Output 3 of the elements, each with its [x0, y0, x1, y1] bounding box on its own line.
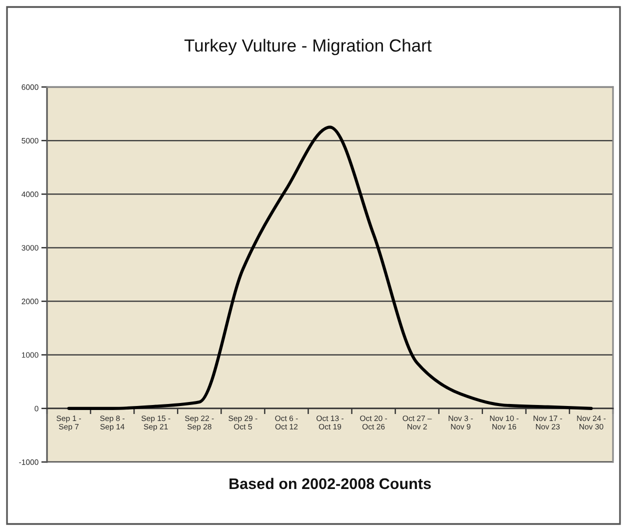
chart-title: Turkey Vulture - Migration Chart	[184, 38, 432, 56]
x-axis-title: Based on 2002-2008 Counts	[230, 478, 431, 490]
line-series	[67, 126, 593, 410]
